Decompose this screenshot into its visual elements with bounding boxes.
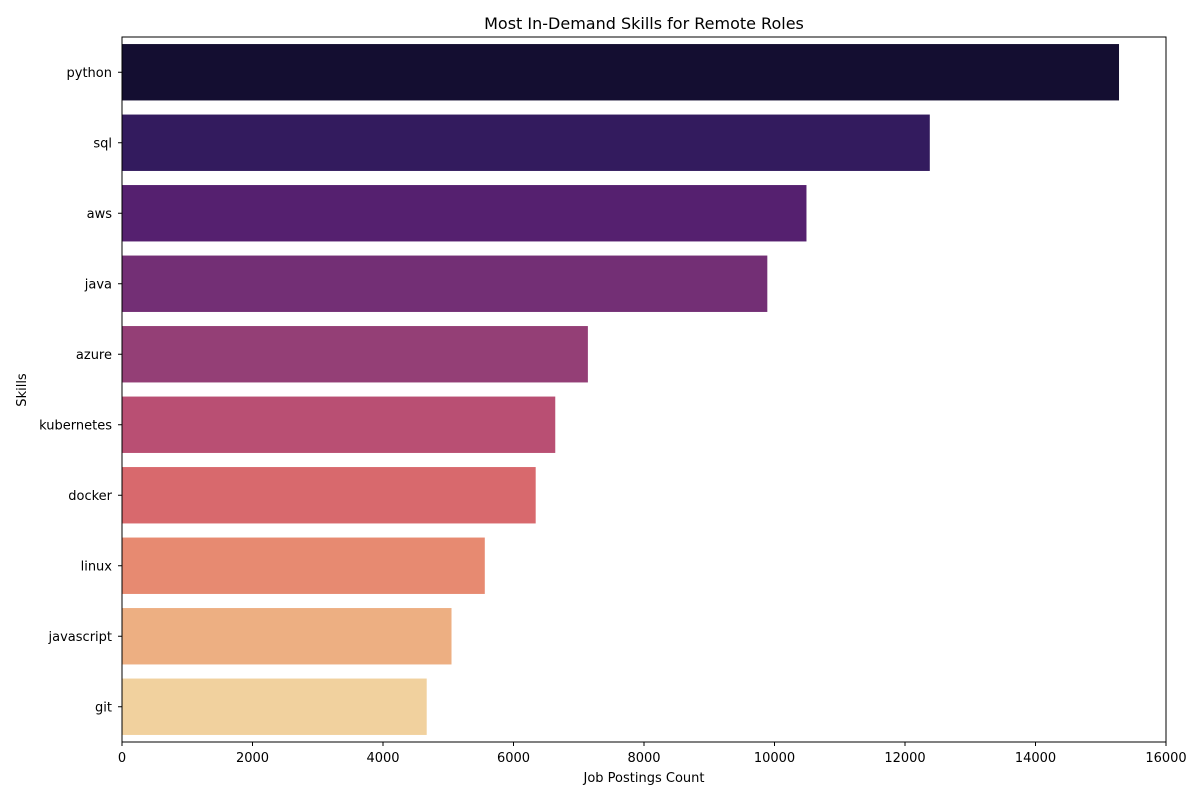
y-tick-label: sql: [93, 136, 112, 151]
y-tick-label: azure: [76, 348, 112, 363]
bar-sql: [122, 114, 930, 171]
y-tick-label: git: [95, 700, 112, 715]
bar-azure: [122, 326, 588, 383]
chart-title: Most In-Demand Skills for Remote Roles: [484, 14, 804, 33]
x-tick-label: 2000: [236, 751, 269, 766]
bar-docker: [122, 467, 536, 524]
y-tick-label: docker: [68, 489, 112, 504]
y-tick-label: java: [84, 277, 112, 292]
bars-layer: [122, 44, 1120, 735]
bar-git: [122, 678, 427, 735]
x-tick-label: 6000: [497, 751, 530, 766]
x-tick-label: 4000: [366, 751, 399, 766]
bar-aws: [122, 185, 807, 242]
bar-python: [122, 44, 1120, 101]
bar-javascript: [122, 608, 452, 665]
y-axis: python sql aws java azure kubernetes docker lin…: [39, 66, 122, 715]
x-tick-label: 14000: [1015, 751, 1056, 766]
y-axis-label: Skills: [15, 373, 30, 407]
y-tick-label: python: [67, 66, 112, 81]
x-axis-label: Job Postings Count: [583, 771, 705, 786]
bar-java: [122, 255, 768, 312]
x-tick-label: 0: [118, 751, 126, 766]
x-tick-label: 10000: [754, 751, 795, 766]
y-tick-label: aws: [87, 207, 113, 222]
y-tick-label: linux: [81, 559, 113, 574]
y-tick-label: kubernetes: [39, 418, 112, 433]
x-tick-label: 16000: [1145, 751, 1186, 766]
x-axis: 0 2000 4000 6000 8000 10000 12000 14000 16000: [118, 742, 1187, 766]
y-tick-label: javascript: [48, 630, 112, 645]
bar-linux: [122, 537, 485, 594]
x-tick-label: 8000: [627, 751, 660, 766]
plot-frame: [121, 36, 1167, 743]
x-tick-label: 12000: [884, 751, 925, 766]
bar-kubernetes: [122, 396, 556, 453]
